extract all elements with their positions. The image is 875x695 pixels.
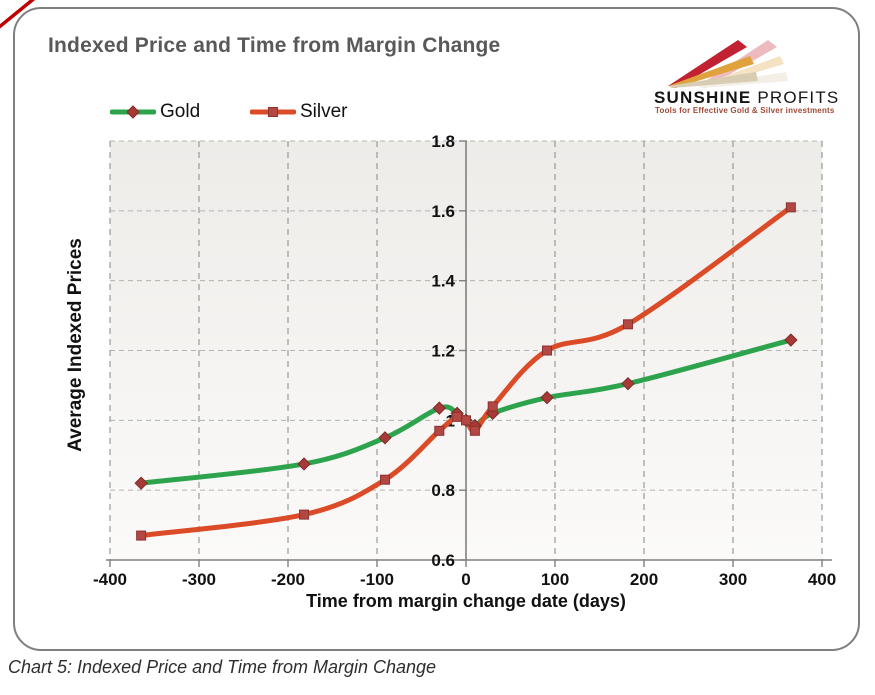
legend-label-gold: Gold [160,101,201,122]
legend-label-silver: Silver [300,101,348,122]
figure-caption: Chart 5: Indexed Price and Time from Mar… [8,657,437,677]
logo-tagline: Tools for Effective Gold & Silver invest… [655,106,835,115]
red-diagonal-line [0,0,36,29]
sunshine-profits-logo: SUNSHINE PROFITS Tools for Effective Gol… [640,30,862,118]
logo-name-secondary: PROFITS [751,88,840,107]
y-axis-title: Average Indexed Prices [65,238,86,452]
logo-name: SUNSHINE PROFITS [654,88,839,108]
legend-swatch-silver-icon [250,107,296,117]
corner-annotation-line [0,0,36,29]
logo-ray-red [668,40,747,88]
logo-name-primary: SUNSHINE [654,88,752,107]
legend-item-silver: Silver [250,101,348,123]
logo-ray-gold [668,56,754,88]
x-axis-title: Time from margin change date (days) [306,591,626,611]
logo-ray-beige [668,72,758,88]
legend-item-gold: Gold [110,101,200,123]
chart-title: Indexed Price and Time from Margin Chang… [48,34,501,57]
legend-swatch-gold-icon [110,105,156,119]
logo-rays-icon [668,40,788,88]
